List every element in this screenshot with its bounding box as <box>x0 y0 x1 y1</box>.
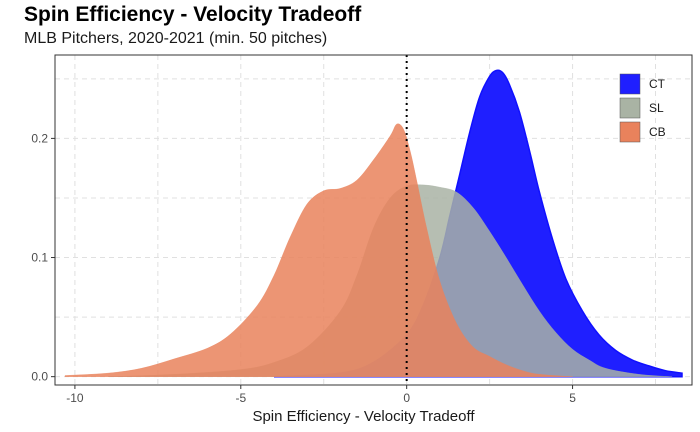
x-tick-label: 0 <box>403 391 410 405</box>
x-axis-title: Spin Efficiency - Velocity Tradeoff <box>252 408 475 425</box>
y-tick-label: 0.2 <box>31 131 48 145</box>
legend-key-cb <box>619 121 641 143</box>
legend-label-cb: CB <box>649 125 666 139</box>
legend-key-ct <box>619 73 641 95</box>
legend-key-sl <box>619 97 641 119</box>
density-layer <box>64 69 683 378</box>
chart-subtitle: MLB Pitchers, 2020-2021 (min. 50 pitches… <box>24 30 328 47</box>
panel-border <box>54 54 693 386</box>
x-tick-label: -10 <box>66 391 84 405</box>
y-tick-label: 0.0 <box>31 370 48 384</box>
legend-label-ct: CT <box>649 77 666 91</box>
legend: CT SL CB <box>619 73 666 143</box>
x-tick-label: -5 <box>235 391 246 405</box>
chart-title: Spin Efficiency - Velocity Tradeoff <box>24 3 362 26</box>
tick-layer: -10 -5 0 5 0.0 0.1 0.2 <box>31 131 576 405</box>
legend-label-sl: SL <box>649 101 664 115</box>
y-tick-label: 0.1 <box>31 251 48 265</box>
x-tick-label: 5 <box>569 391 576 405</box>
density-area-cb <box>64 123 573 377</box>
